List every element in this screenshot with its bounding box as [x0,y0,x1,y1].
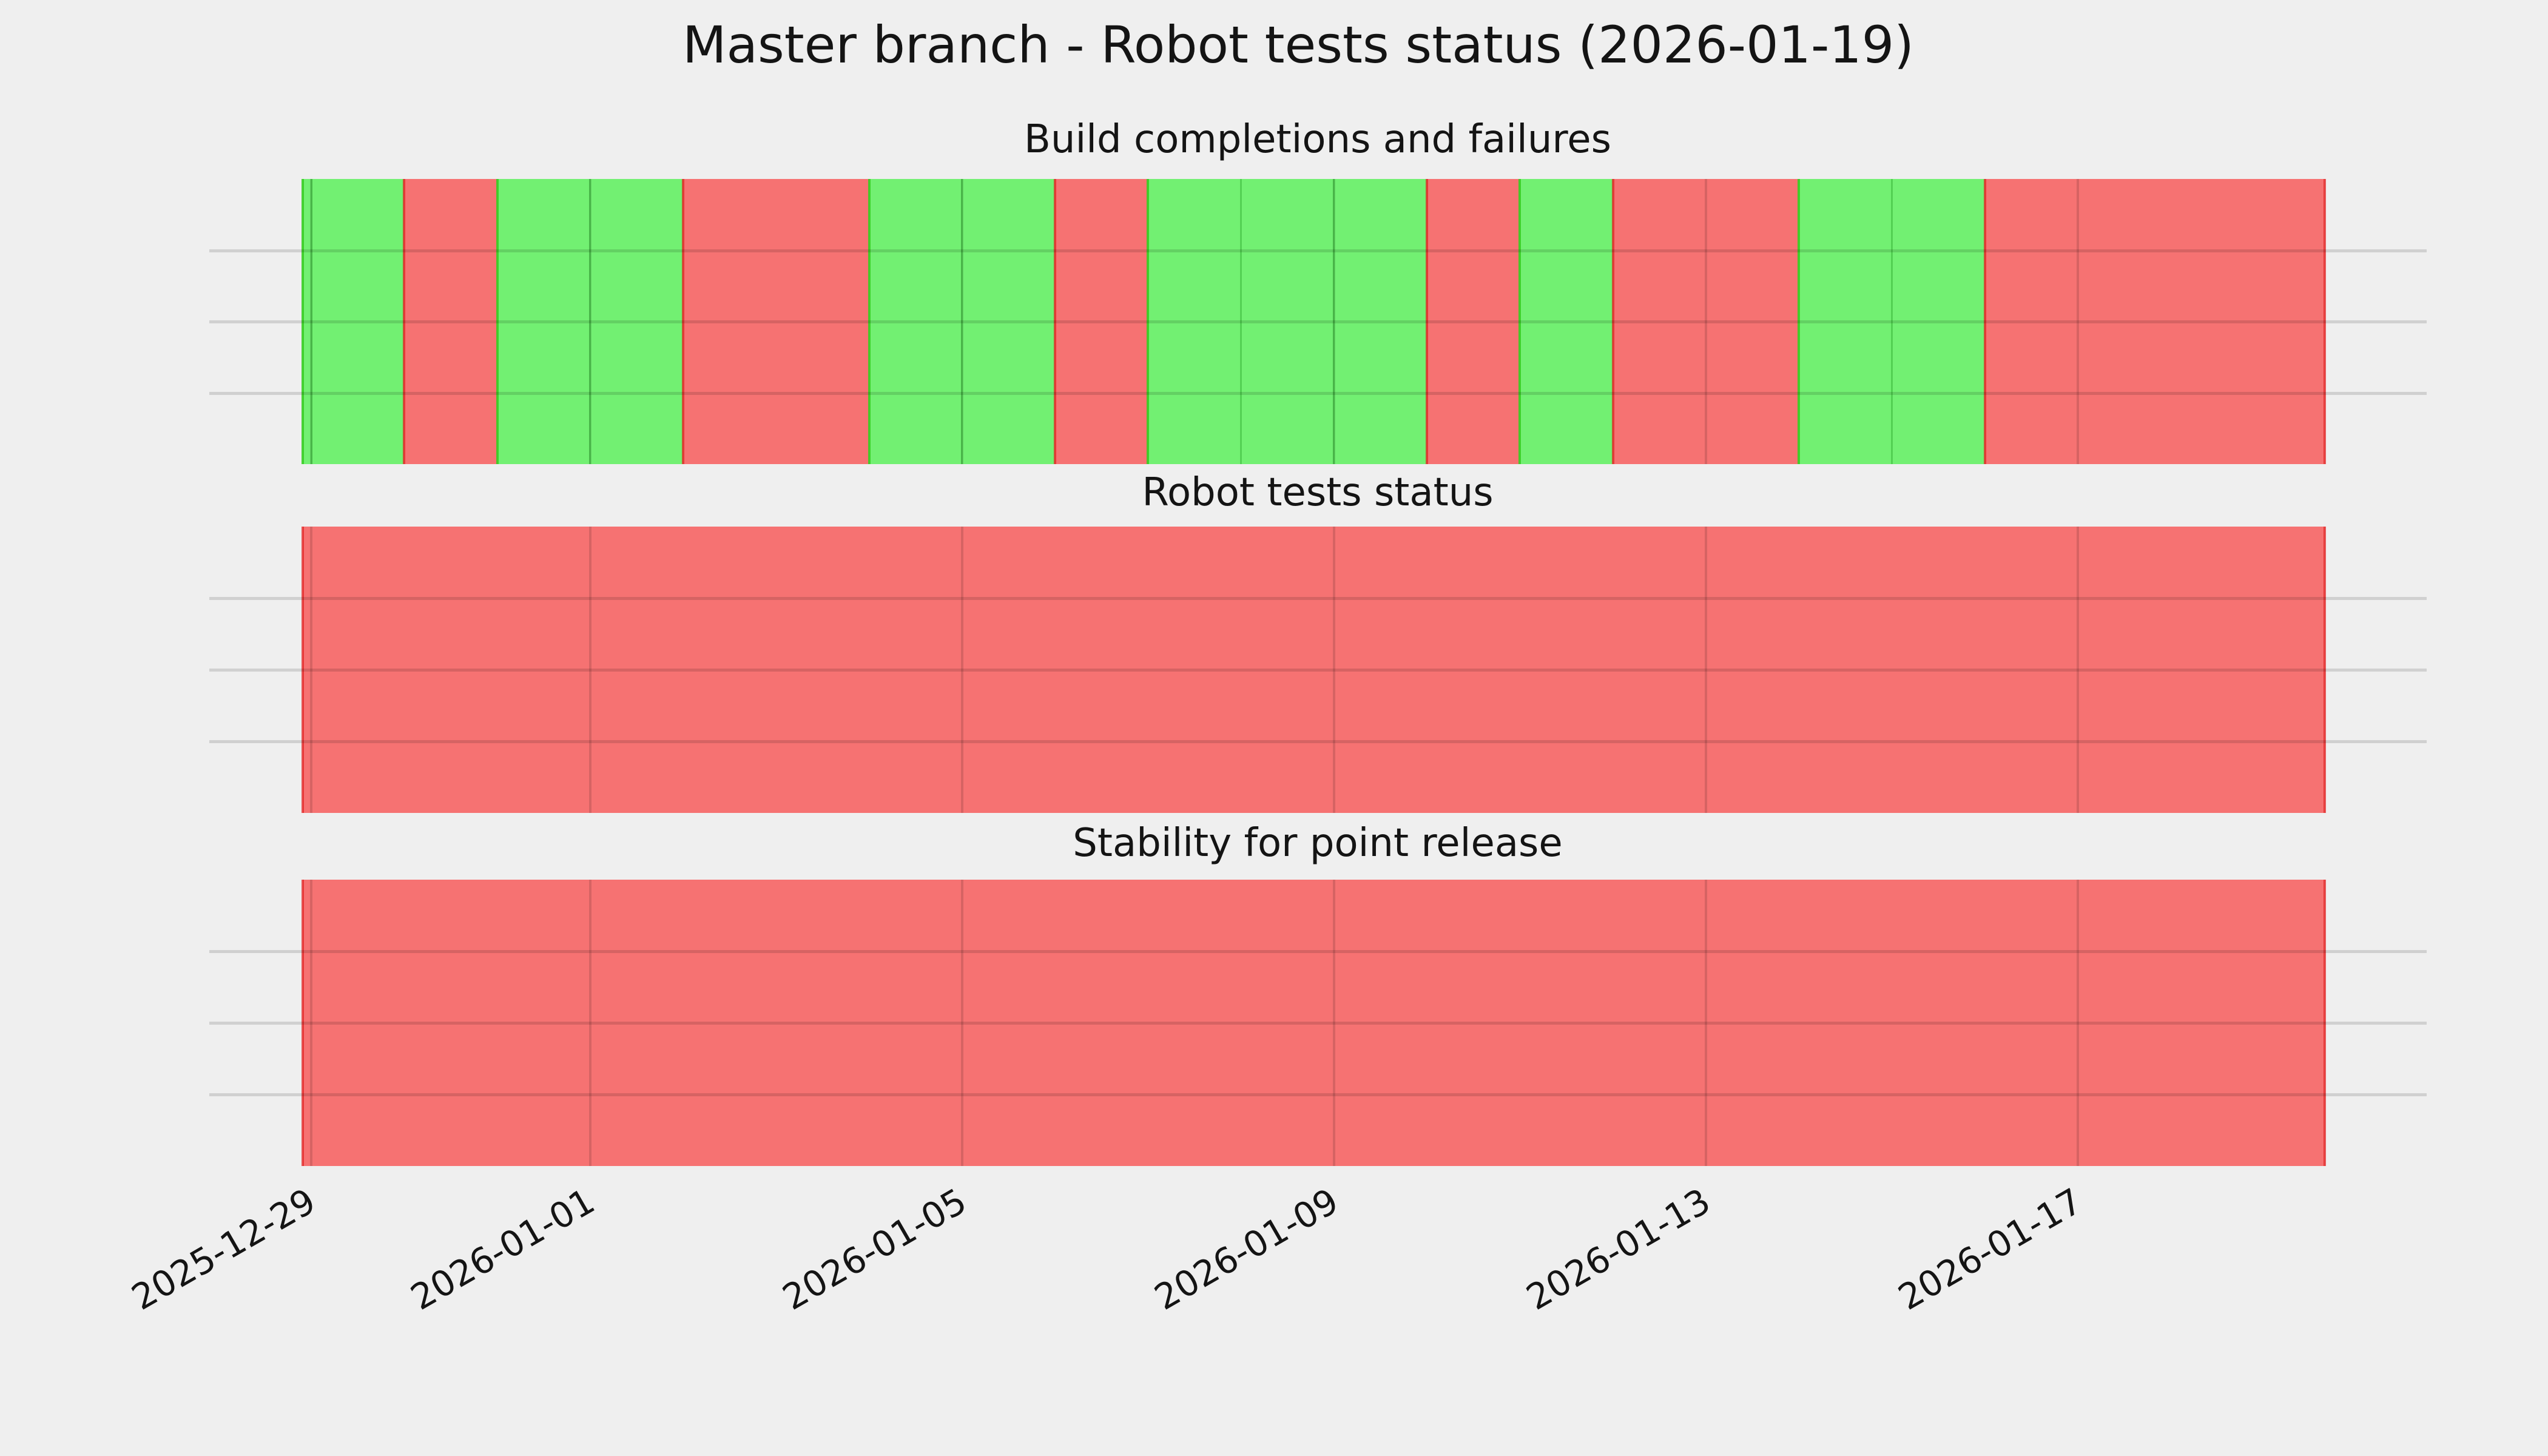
x-tick-label: 2026-01-13 [1519,1180,1717,1318]
segment-edge [1147,179,1150,464]
segment-edge [1426,179,1428,464]
x-tick-label: 2025-12-29 [124,1180,323,1318]
subplot-title-stability: Stability for point release [1073,821,1563,866]
segment-edge [2324,527,2327,813]
segment-edge [868,179,871,464]
status-segment-green [303,179,405,464]
status-segment-red [404,179,497,464]
segment-edge [1798,179,1800,464]
status-segment-red [303,880,2325,1166]
segment-edge [682,179,684,464]
horizontal-gridline [209,669,2427,672]
horizontal-gridline [209,249,2427,252]
vertical-gridline [310,527,312,813]
status-segment-red [1984,179,2325,464]
segment-edge [496,179,499,464]
vertical-gridline [2076,880,2079,1166]
horizontal-gridline [209,597,2427,600]
segment-edge [2324,880,2327,1166]
vertical-gridline [1332,179,1335,464]
horizontal-gridline [209,391,2427,395]
x-tick-label: 2026-01-01 [403,1180,602,1318]
day-boundary-line [310,179,312,464]
figure-title: Master branch - Robot tests status (2026… [682,15,1914,75]
segment-edge [302,179,305,464]
vertical-gridline [2076,527,2079,813]
vertical-gridline [310,880,312,1166]
status-segment-green [1148,179,1427,464]
x-tick-label: 2026-01-17 [1891,1180,2089,1318]
vertical-gridline [960,880,963,1166]
vertical-gridline [960,527,963,813]
status-segment-red [1613,179,1799,464]
build-completions-chart [209,179,2427,464]
status-segment-red [1427,179,1520,464]
status-segment-green [1520,179,1613,464]
segment-edge [2324,179,2327,464]
stability-chart [209,880,2427,1166]
x-tick-label: 2026-01-05 [775,1180,974,1318]
horizontal-gridline [209,740,2427,743]
vertical-gridline [588,880,592,1166]
segment-edge [1054,179,1056,464]
segment-edge [302,527,305,813]
day-boundary-line [961,179,963,464]
vertical-gridline [1704,527,1707,813]
robot-tests-chart [209,527,2427,813]
horizontal-gridline [209,320,2427,323]
status-segment-red [303,527,2325,813]
day-boundary-line [1240,179,1242,464]
day-boundary-line [1333,179,1335,464]
vertical-gridline [960,179,963,464]
vertical-gridline [1704,880,1707,1166]
vertical-gridline [310,179,312,464]
horizontal-gridline [209,1022,2427,1025]
vertical-gridline [588,527,592,813]
horizontal-gridline [209,1093,2427,1096]
subplot-title-robot-tests: Robot tests status [1142,470,1494,515]
segment-edge [302,880,305,1166]
segment-edge [403,179,406,464]
status-segment-green [869,179,1055,464]
segment-edge [1611,179,1614,464]
day-boundary-line [1890,179,1893,464]
status-segment-green [497,179,683,464]
x-tick-label: 2026-01-09 [1147,1180,1346,1318]
vertical-gridline [1704,179,1707,464]
subplot-title-build-completions: Build completions and failures [1024,117,1611,162]
segment-edge [1518,179,1522,464]
status-segment-green [1799,179,1985,464]
horizontal-gridline [209,950,2427,953]
vertical-gridline [1332,527,1335,813]
status-segment-red [683,179,869,464]
status-segment-red [1055,179,1148,464]
vertical-gridline [1332,880,1335,1166]
vertical-gridline [588,179,592,464]
segment-edge [1983,179,1986,464]
vertical-gridline [2076,179,2079,464]
day-boundary-line [589,179,592,464]
